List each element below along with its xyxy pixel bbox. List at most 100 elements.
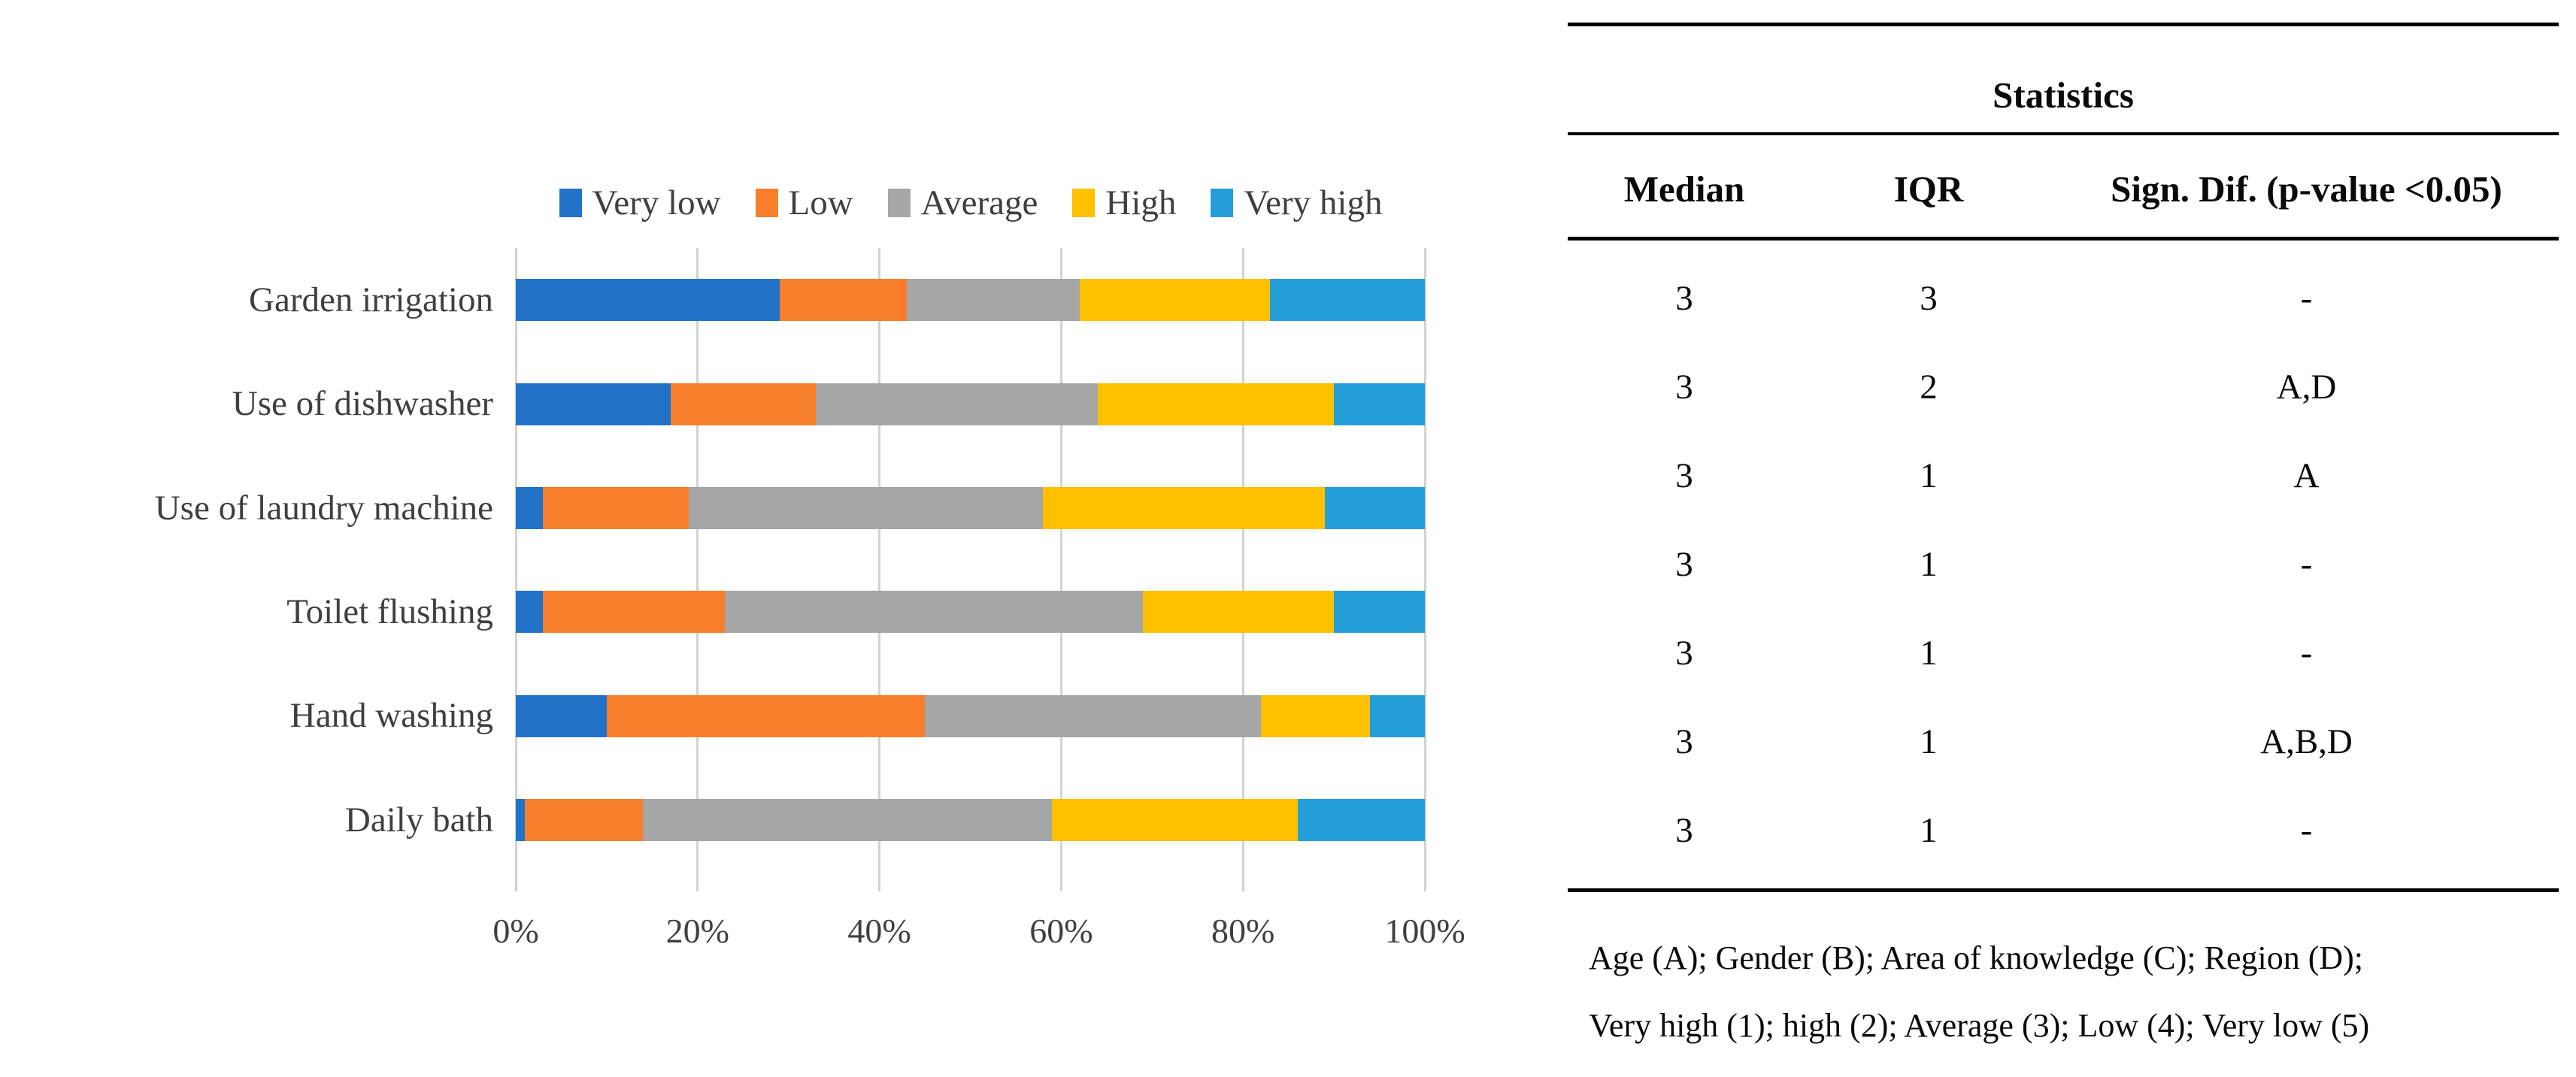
table-cell-median: 3	[1675, 368, 1693, 407]
gridline-100%	[1423, 248, 1426, 891]
bar-row-hand-washing	[516, 694, 1425, 737]
bar-row-garden-irrigation	[516, 279, 1425, 322]
tick-label-100%: 100%	[1384, 912, 1465, 950]
table-cell-sign-dif-p-value-0-05-: -	[2300, 811, 2313, 850]
table-cell-median: 3	[1675, 722, 1693, 761]
bar-segment-high	[1079, 279, 1271, 322]
legend-swatch-very-high-icon	[1211, 189, 1234, 217]
table-row: 3 1 A,B,D	[1568, 697, 2559, 786]
chart-legend: Very low Low Average High Very high	[448, 179, 1493, 227]
table-bottom-rule	[1568, 888, 2559, 892]
table-row: 3 1 -	[1568, 520, 2559, 609]
table-cell-sign-dif-p-value-0-05-: A,D	[2276, 368, 2337, 407]
table-row: 3 2 A,D	[1568, 343, 2559, 431]
legend-label: Very high	[1244, 183, 1383, 222]
bar-segment-average	[906, 279, 1080, 322]
table-row: 3 1 -	[1568, 609, 2559, 697]
table-footnotes: Age (A); Gender (B); Area of knowledge (…	[1589, 924, 2559, 1060]
category-label-use-of-dishwasher: Use of dishwasher	[232, 384, 493, 424]
gridline-0%	[514, 248, 517, 891]
legend-swatch-low-icon	[755, 189, 778, 217]
bar-segment-very-low	[516, 694, 607, 737]
table-cell-sign-dif-p-value-0-05-: A,B,D	[2260, 722, 2353, 761]
bar-segment-very-low	[516, 591, 544, 634]
bar-segment-low	[779, 279, 907, 322]
bar-segment-average	[643, 798, 1053, 841]
category-label-hand-washing: Hand washing	[289, 696, 493, 736]
tick-label-80%: 80%	[1211, 912, 1275, 950]
table-column-header-median: Median	[1623, 168, 1745, 210]
table-group-header: Statistics	[1993, 74, 2134, 116]
statistics-table: Statistics Median IQR Sign. Dif. (p-value …	[1568, 0, 2559, 1077]
table-cell-iqr: 1	[1920, 722, 1938, 761]
table-cell-iqr: 3	[1920, 279, 1938, 318]
table-cell-iqr: 1	[1920, 634, 1938, 673]
bar-segment-average	[925, 694, 1262, 737]
bar-segment-low	[543, 486, 689, 529]
bar-segment-very-low	[516, 279, 780, 322]
bar-segment-low	[543, 591, 726, 634]
bar-segment-very-high	[1297, 798, 1425, 841]
legend-item-high: High	[1072, 183, 1176, 223]
percentage-axis-labels: 0% 20% 40% 60% 80% 100%	[492, 911, 1465, 964]
table-subheader-rule	[1568, 237, 2559, 241]
table-top-rule	[1568, 23, 2559, 26]
table-cell-median: 3	[1675, 811, 1693, 850]
table-row: 3 1 A	[1568, 431, 2559, 520]
table-cell-median: 3	[1675, 456, 1693, 495]
legend-item-very-high: Very high	[1211, 183, 1382, 223]
bar-segment-high	[1261, 694, 1371, 737]
gridline-80%	[1241, 248, 1244, 891]
category-label-use-of-laundry-machine: Use of laundry machine	[154, 488, 493, 528]
bar-segment-very-high	[1370, 694, 1425, 737]
bar-segment-high	[1043, 486, 1325, 529]
table-cell-sign-dif-p-value-0-05-: A	[2293, 456, 2320, 495]
gridline-20%	[696, 248, 699, 891]
gridline-40%	[878, 248, 881, 891]
table-row: 3 3 -	[1568, 254, 2559, 343]
bar-segment-average	[688, 486, 1044, 529]
tick-label-60%: 60%	[1029, 912, 1093, 950]
tick-label-0%: 0%	[492, 912, 539, 950]
legend-swatch-high-icon	[1072, 189, 1096, 217]
legend-item-average: Average	[887, 183, 1038, 223]
table-cell-sign-dif-p-value-0-05-: -	[2300, 634, 2313, 673]
bar-segment-very-low	[516, 383, 671, 425]
table-cell-median: 3	[1675, 545, 1693, 584]
table-cell-iqr: 1	[1920, 545, 1938, 584]
legend-label: Low	[788, 183, 853, 222]
table-cell-iqr: 1	[1920, 456, 1938, 495]
legend-label: Very low	[592, 183, 721, 222]
bar-segment-low	[606, 694, 926, 737]
bar-segment-low	[525, 798, 644, 841]
bar-segment-very-low	[516, 798, 526, 841]
bar-row-use-of-dishwasher	[516, 383, 1425, 425]
legend-swatch-very-low-icon	[559, 189, 582, 217]
bar-segment-very-high	[1270, 279, 1425, 322]
table-header-rule	[1568, 132, 2559, 135]
category-label-daily-bath: Daily bath	[344, 800, 493, 840]
table-body: 3 3 - 3 2 A,D 3 1 A 3 1 - 3 1 - 3 1 A,B,D 3 1 -	[1568, 254, 2559, 888]
table-footnote-line-2: Very high (1); high (2); Average (3); Lo…	[1589, 1007, 2370, 1044]
bar-row-toilet-flushing	[516, 591, 1425, 634]
category-label-toilet-flushing: Toilet flushing	[286, 592, 493, 631]
table-column-header-iqr: IQR	[1893, 168, 1964, 210]
chart-plot-area	[514, 248, 1426, 891]
bar-segment-very-low	[516, 486, 544, 529]
table-header-row: Median IQR Sign. Dif. (p-value <0.05)	[1568, 147, 2559, 230]
category-axis-labels: Garden irrigation Use of dishwasher Use of…	[0, 248, 493, 872]
bar-segment-average	[725, 591, 1144, 634]
tick-label-20%: 20%	[665, 912, 729, 950]
tick-label-40%: 40%	[847, 912, 911, 950]
bar-row-use-of-laundry-machine	[516, 486, 1425, 529]
gridline-60%	[1059, 248, 1062, 891]
table-row: 3 1 -	[1568, 786, 2559, 875]
legend-item-low: Low	[755, 183, 853, 223]
bar-segment-high	[1052, 798, 1298, 841]
bar-row-daily-bath	[516, 798, 1425, 841]
bar-segment-average	[815, 383, 1098, 425]
bar-segment-very-high	[1324, 486, 1425, 529]
table-cell-median: 3	[1675, 279, 1693, 318]
table-cell-iqr: 1	[1920, 811, 1938, 850]
